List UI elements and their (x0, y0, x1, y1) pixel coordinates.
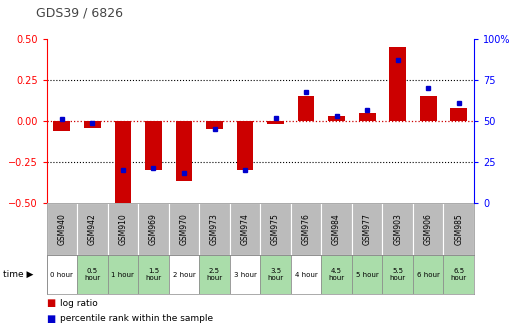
FancyBboxPatch shape (352, 255, 382, 294)
FancyBboxPatch shape (47, 203, 77, 255)
FancyBboxPatch shape (443, 203, 474, 255)
Text: GSM910: GSM910 (119, 213, 127, 245)
Bar (237, 121, 253, 170)
FancyBboxPatch shape (382, 203, 413, 255)
FancyBboxPatch shape (77, 255, 108, 294)
FancyBboxPatch shape (169, 255, 199, 294)
Text: time ▶: time ▶ (3, 270, 33, 279)
FancyBboxPatch shape (443, 255, 474, 294)
FancyBboxPatch shape (291, 255, 321, 294)
Text: GSM984: GSM984 (332, 213, 341, 245)
Text: 4.5
hour: 4.5 hour (328, 268, 344, 281)
FancyBboxPatch shape (260, 255, 291, 294)
Text: 5.5
hour: 5.5 hour (390, 268, 406, 281)
Text: GSM973: GSM973 (210, 213, 219, 245)
Text: 2 hour: 2 hour (172, 272, 195, 278)
Text: GSM903: GSM903 (393, 213, 402, 245)
Bar (359, 113, 376, 121)
Text: GSM975: GSM975 (271, 213, 280, 245)
FancyBboxPatch shape (108, 203, 138, 255)
FancyBboxPatch shape (138, 203, 169, 255)
FancyBboxPatch shape (47, 255, 77, 294)
FancyBboxPatch shape (413, 255, 443, 294)
FancyBboxPatch shape (199, 203, 230, 255)
Bar (450, 108, 467, 121)
FancyBboxPatch shape (169, 203, 199, 255)
Text: log ratio: log ratio (60, 299, 97, 308)
Text: 0.5
hour: 0.5 hour (84, 268, 100, 281)
FancyBboxPatch shape (321, 255, 352, 294)
Text: ■: ■ (47, 299, 56, 308)
Text: 1 hour: 1 hour (111, 272, 134, 278)
Text: 4 hour: 4 hour (295, 272, 318, 278)
Text: ■: ■ (47, 314, 56, 324)
Text: 6.5
hour: 6.5 hour (451, 268, 467, 281)
Text: 5 hour: 5 hour (356, 272, 379, 278)
Text: GSM974: GSM974 (240, 213, 250, 245)
FancyBboxPatch shape (413, 203, 443, 255)
Text: percentile rank within the sample: percentile rank within the sample (60, 314, 213, 323)
Text: GSM985: GSM985 (454, 213, 463, 245)
Bar (206, 121, 223, 129)
Text: GDS39 / 6826: GDS39 / 6826 (36, 7, 123, 20)
Bar (420, 96, 437, 121)
FancyBboxPatch shape (291, 203, 321, 255)
Text: GSM940: GSM940 (57, 213, 66, 245)
Text: GSM942: GSM942 (88, 213, 97, 245)
Bar (84, 121, 101, 128)
FancyBboxPatch shape (138, 255, 169, 294)
FancyBboxPatch shape (382, 255, 413, 294)
Text: GSM906: GSM906 (424, 213, 433, 245)
Bar (176, 121, 192, 181)
Text: 6 hour: 6 hour (417, 272, 440, 278)
Text: 2.5
hour: 2.5 hour (207, 268, 223, 281)
Bar (267, 121, 284, 124)
FancyBboxPatch shape (230, 255, 260, 294)
FancyBboxPatch shape (199, 255, 230, 294)
FancyBboxPatch shape (352, 203, 382, 255)
Text: 0 hour: 0 hour (50, 272, 74, 278)
Text: GSM970: GSM970 (179, 213, 189, 245)
Bar (328, 116, 345, 121)
Text: GSM976: GSM976 (301, 213, 311, 245)
Text: 3 hour: 3 hour (234, 272, 256, 278)
Bar (145, 121, 162, 170)
FancyBboxPatch shape (108, 255, 138, 294)
Text: 3.5
hour: 3.5 hour (267, 268, 284, 281)
FancyBboxPatch shape (260, 203, 291, 255)
Bar (53, 121, 70, 131)
FancyBboxPatch shape (321, 203, 352, 255)
Bar (114, 121, 132, 203)
FancyBboxPatch shape (230, 203, 260, 255)
FancyBboxPatch shape (77, 203, 108, 255)
Text: GSM969: GSM969 (149, 213, 158, 245)
Text: 1.5
hour: 1.5 hour (146, 268, 162, 281)
Bar (298, 96, 314, 121)
Bar (389, 47, 406, 121)
Text: GSM977: GSM977 (363, 213, 371, 245)
